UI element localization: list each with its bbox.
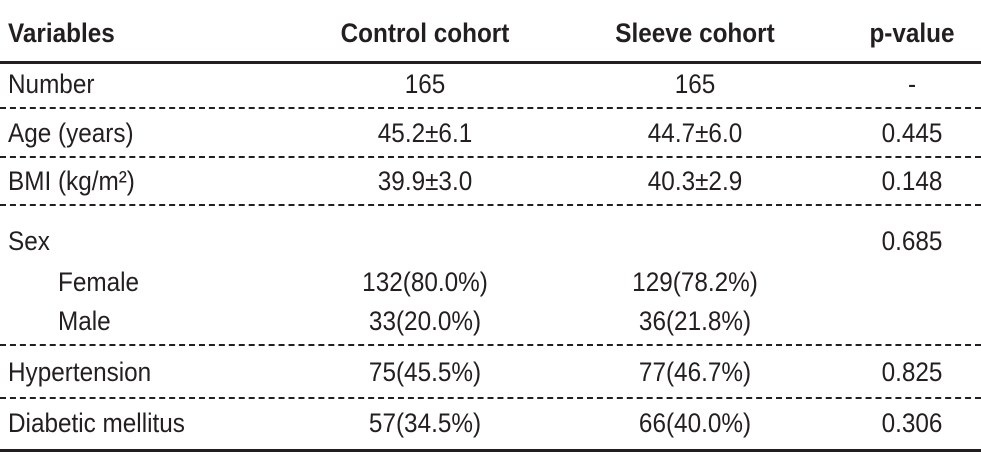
row-rule [0,397,981,399]
table-cell: 132(80.0%) [362,267,488,297]
table-cell: 40.3±2.9 [647,166,743,196]
table-cell: 0.825 [881,357,943,387]
table-cell: Diabetic mellitus [8,408,185,438]
table-cell: 0.306 [881,408,943,438]
table-cell: 165 [404,69,446,99]
table-cell: Number [8,69,95,99]
table-cell: 33(20.0%) [368,306,482,336]
header-cell: Control cohort [340,18,510,48]
table-cell: 57(34.5%) [368,408,482,438]
table-cell: 66(40.0%) [638,408,752,438]
table-cell: 0.148 [881,166,943,196]
table-cell: Female [58,267,140,297]
row-rule [0,156,981,158]
table-cell: Male [58,306,111,336]
header-cell: Sleeve cohort [615,18,775,48]
header-cell: p-value [869,18,955,48]
row-rule [0,107,981,109]
table-cell: 36(21.8%) [638,306,752,336]
table-cell: 165 [674,69,716,99]
table-cell: 44.7±6.0 [647,118,743,148]
table-cell: BMI (kg/m²) [8,166,135,196]
table-cell: 77(46.7%) [638,357,752,387]
row-rule [0,344,981,346]
bottom-rule [0,449,981,452]
row-rule [0,204,981,206]
header-cell: Variables [8,18,115,48]
table-cell: - [907,69,917,99]
table-cell: 129(78.2%) [632,267,758,297]
table-cell: Hypertension [8,357,152,387]
table-cell: Sex [8,226,50,256]
table-cell: 75(45.5%) [368,357,482,387]
table-cell: 45.2±6.1 [377,118,473,148]
table-cell: Age (years) [8,118,134,148]
table-cell: 0.685 [881,226,943,256]
table-cell: 0.445 [881,118,943,148]
header-rule [0,61,981,64]
table-cell: 39.9±3.0 [377,166,473,196]
